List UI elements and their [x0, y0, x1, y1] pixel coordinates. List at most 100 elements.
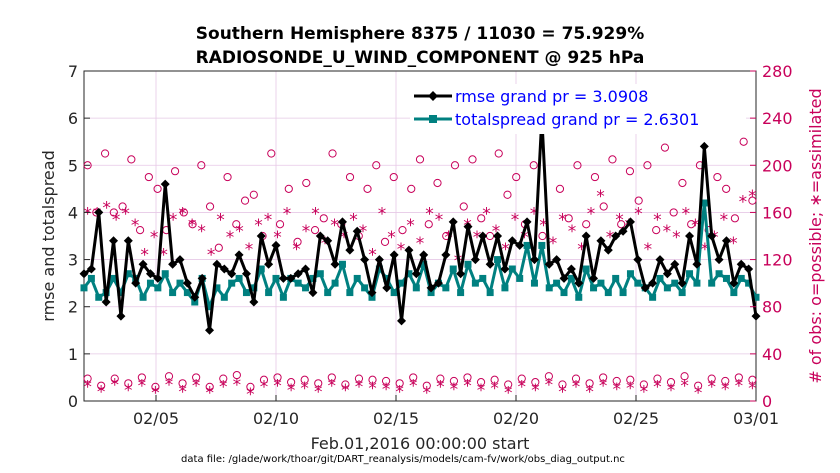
obs-assimilated-marker: * — [473, 228, 482, 248]
obs-possible-marker — [599, 202, 608, 211]
obs-assimilated-marker: * — [110, 375, 119, 395]
obs-assimilated-marker: * — [245, 240, 254, 260]
rmse-point — [515, 240, 525, 250]
rmse-point — [566, 264, 576, 274]
obs-assimilated-marker: * — [124, 381, 133, 401]
rmse-point — [463, 222, 473, 232]
rmse-point — [219, 264, 229, 274]
obs-possible-marker — [214, 243, 223, 252]
obs-possible-marker — [558, 380, 567, 389]
obs-possible-marker — [463, 373, 472, 382]
totalspread-point — [324, 289, 332, 297]
totalspread-point — [154, 284, 162, 292]
rmse-point — [662, 269, 672, 279]
rmse-point — [729, 278, 739, 288]
totalspread-point — [708, 279, 716, 287]
totalspread-point — [597, 279, 605, 287]
rmse-point — [721, 236, 731, 246]
obs-assimilated-marker: * — [273, 377, 282, 397]
rmse-point — [153, 273, 163, 283]
totalspread-point — [228, 279, 236, 287]
obs-assimilated-marker: * — [302, 222, 311, 242]
obs-possible-marker — [680, 372, 689, 381]
rmse-point — [256, 231, 266, 241]
obs-possible-marker — [707, 374, 716, 383]
obs-assimilated-marker: * — [260, 378, 269, 398]
totalspread-point — [220, 293, 228, 301]
obs-assimilated-marker: * — [585, 382, 594, 402]
obs-possible-marker — [730, 214, 740, 223]
obs-assimilated-marker: * — [644, 240, 653, 260]
totalspread-point — [575, 293, 583, 301]
y-right-tick-label: 280 — [762, 62, 793, 81]
totalspread-point — [169, 289, 177, 297]
rmse-point — [352, 226, 362, 236]
obs-assimilated-marker: * — [382, 380, 391, 400]
obs-assimilated-marker: * — [490, 379, 499, 399]
obs-possible-marker — [517, 374, 526, 383]
totalspread-point — [80, 284, 88, 292]
obs-possible-marker — [97, 381, 106, 390]
obs-possible-marker — [151, 382, 160, 391]
totalspread-point — [752, 293, 760, 301]
totalspread-point — [693, 279, 701, 287]
x-tick-label: 02/05 — [133, 409, 179, 428]
obs-assimilated-marker: * — [150, 228, 159, 248]
obs-assimilated-marker: * — [511, 210, 520, 230]
obs-assimilated-marker: * — [378, 204, 387, 224]
rmse-point — [182, 278, 192, 288]
totalspread-point — [183, 289, 191, 297]
totalspread-point — [604, 289, 612, 297]
totalspread-point — [124, 270, 132, 278]
y-axis-label-right: # of obs: o=possible; ∗=assimilated — [806, 88, 825, 383]
totalspread-point — [449, 265, 457, 273]
totalspread-point — [479, 274, 487, 282]
obs-assimilated-marker: * — [640, 382, 649, 402]
x-tick-label: 03/01 — [733, 409, 779, 428]
totalspread-point — [390, 289, 398, 297]
y-right-tick-label: 160 — [762, 203, 793, 222]
rmse-point — [611, 231, 621, 241]
obs-possible-marker — [639, 380, 648, 389]
rmse-point — [692, 259, 702, 269]
rmse-point — [79, 269, 89, 279]
obs-assimilated-marker: * — [423, 384, 432, 404]
rmse-point — [426, 283, 436, 293]
totalspread-point — [516, 274, 524, 282]
totalspread-point — [442, 284, 450, 292]
y-right-tick-label: 240 — [762, 109, 793, 128]
obs-assimilated-marker: * — [387, 228, 396, 248]
obs-assimilated-marker: * — [599, 377, 608, 397]
obs-assimilated-marker: * — [151, 384, 160, 404]
y-tick-label: 4 — [68, 203, 78, 222]
obs-possible-marker — [634, 196, 643, 205]
rmse-point — [197, 273, 207, 283]
y-tick-label: 3 — [68, 251, 78, 270]
obs-assimilated-marker: * — [492, 222, 501, 242]
obs-assimilated-marker: * — [273, 228, 282, 248]
obs-assimilated-marker: * — [207, 246, 216, 266]
obs-possible-marker — [571, 374, 581, 383]
totalspread-point — [582, 265, 590, 273]
obs-assimilated-marker: * — [246, 385, 255, 405]
obs-possible-marker — [246, 382, 255, 391]
plot-area — [83, 70, 757, 402]
obs-assimilated-marker: * — [97, 382, 106, 402]
totalspread-point — [560, 289, 568, 297]
obs-possible-marker — [232, 370, 241, 380]
legend-box — [410, 84, 746, 134]
rmse-point — [522, 217, 532, 227]
rmse-point — [448, 217, 458, 227]
obs-possible-marker — [314, 379, 323, 388]
obs-possible-marker — [137, 373, 146, 382]
obs-assimilated-marker: * — [359, 222, 368, 242]
obs-assimilated-marker: * — [596, 187, 605, 207]
obs-assimilated-marker: * — [205, 384, 214, 404]
rmse-point — [529, 255, 539, 265]
obs-assimilated-marker: * — [197, 222, 206, 242]
rmse-point — [241, 269, 251, 279]
rmse-point — [441, 250, 451, 260]
obs-possible-marker — [555, 184, 565, 193]
rmse-point — [123, 236, 133, 246]
